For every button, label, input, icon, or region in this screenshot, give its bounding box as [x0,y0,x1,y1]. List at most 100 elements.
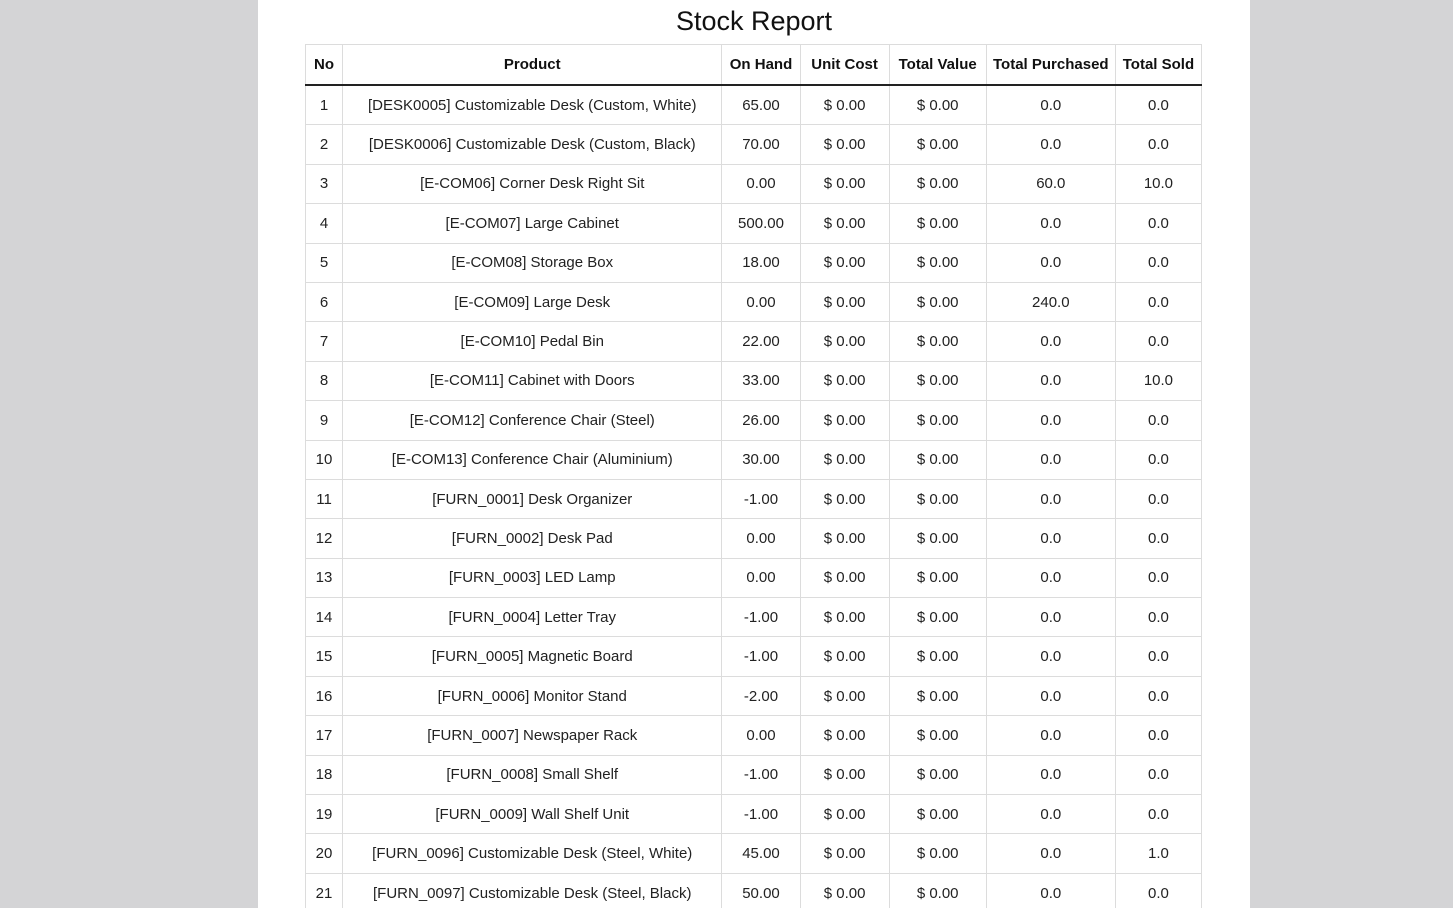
column-header-product: Product [342,44,723,86]
cell-total-purchased: 0.0 [985,872,1116,908]
cell-unit-cost: $ 0.00 [799,675,890,717]
cell-product: [E-COM09] Large Desk [342,281,723,323]
cell-product: [E-COM07] Large Cabinet [342,203,723,244]
cell-unit-cost: $ 0.00 [799,833,890,874]
cell-total-value: $ 0.00 [888,124,987,165]
cell-no: 6 [304,281,344,323]
cell-total-sold: 0.0 [1114,281,1203,323]
cell-total-purchased: 0.0 [985,478,1116,520]
cell-total-purchased: 0.0 [985,321,1116,362]
cell-on-hand: 18.00 [721,242,801,283]
cell-total-value: $ 0.00 [888,715,987,756]
cell-on-hand: -2.00 [721,675,801,717]
cell-on-hand: 22.00 [721,321,801,362]
cell-no: 1 [304,84,344,126]
cell-product: [FURN_0002] Desk Pad [342,518,723,559]
cell-unit-cost: $ 0.00 [799,360,890,402]
cell-total-sold: 0.0 [1114,84,1203,126]
cell-no: 17 [304,715,344,756]
table-row: 3 [E-COM06] Corner Desk Right Sit 0.00 $ 0.… [304,163,1203,205]
cell-total-purchased: 0.0 [985,557,1116,599]
column-header-total-purchased: Total Purchased [985,44,1116,86]
cell-total-sold: 0.0 [1114,557,1203,599]
report-page: Stock Report No Product On Hand Unit Cos… [258,0,1250,908]
cell-no: 16 [304,675,344,717]
cell-total-value: $ 0.00 [888,439,987,480]
column-header-total-value: Total Value [888,44,987,86]
cell-total-purchased: 0.0 [985,242,1116,283]
cell-unit-cost: $ 0.00 [799,715,890,756]
cell-total-sold: 10.0 [1114,163,1203,205]
cell-total-sold: 0.0 [1114,321,1203,362]
table-row: 8 [E-COM11] Cabinet with Doors 33.00 $ 0.00… [304,360,1203,402]
cell-no: 14 [304,597,344,638]
table-row: 14 [FURN_0004] Letter Tray -1.00 $ 0.00 $ 0.… [304,597,1203,638]
cell-total-value: $ 0.00 [888,360,987,402]
cell-product: [E-COM12] Conference Chair (Steel) [342,400,723,441]
cell-unit-cost: $ 0.00 [799,636,890,677]
cell-product: [DESK0006] Customizable Desk (Custom, Bl… [342,124,723,165]
cell-product: [E-COM06] Corner Desk Right Sit [342,163,723,205]
table-row: 4 [E-COM07] Large Cabinet 500.00 $ 0.00 $ 0.… [304,203,1203,244]
cell-on-hand: 33.00 [721,360,801,402]
table-row: 11 [FURN_0001] Desk Organizer -1.00 $ 0.00 $… [304,478,1203,520]
table-header-row: No Product On Hand Unit Cost Total Value… [304,44,1203,86]
cell-no: 4 [304,203,344,244]
cell-total-sold: 0.0 [1114,242,1203,283]
cell-total-value: $ 0.00 [888,833,987,874]
cell-unit-cost: $ 0.00 [799,518,890,559]
cell-on-hand: 0.00 [721,281,801,323]
cell-total-value: $ 0.00 [888,84,987,126]
table-row: 6 [E-COM09] Large Desk 0.00 $ 0.00 $ 0.00 240… [304,281,1203,323]
cell-product: [FURN_0096] Customizable Desk (Steel, Wh… [342,833,723,874]
cell-product: [FURN_0009] Wall Shelf Unit [342,794,723,835]
table-row: 12 [FURN_0002] Desk Pad 0.00 $ 0.00 $ 0.00 0.… [304,518,1203,559]
cell-total-sold: 0.0 [1114,872,1203,908]
cell-product: [E-COM13] Conference Chair (Aluminium) [342,439,723,480]
cell-no: 12 [304,518,344,559]
cell-on-hand: 30.00 [721,439,801,480]
cell-unit-cost: $ 0.00 [799,794,890,835]
cell-no: 7 [304,321,344,362]
cell-no: 5 [304,242,344,283]
cell-product: [FURN_0007] Newspaper Rack [342,715,723,756]
cell-unit-cost: $ 0.00 [799,439,890,480]
cell-unit-cost: $ 0.00 [799,84,890,126]
cell-product: [FURN_0004] Letter Tray [342,597,723,638]
cell-total-purchased: 0.0 [985,754,1116,796]
cell-on-hand: 0.00 [721,557,801,599]
table-row: 19 [FURN_0009] Wall Shelf Unit -1.00 $ 0.00… [304,794,1203,835]
cell-unit-cost: $ 0.00 [799,872,890,908]
column-header-on-hand: On Hand [721,44,801,86]
cell-product: [FURN_0006] Monitor Stand [342,675,723,717]
cell-product: [E-COM08] Storage Box [342,242,723,283]
cell-total-sold: 0.0 [1114,124,1203,165]
cell-product: [FURN_0003] LED Lamp [342,557,723,599]
cell-on-hand: -1.00 [721,597,801,638]
table-row: 21 [FURN_0097] Customizable Desk (Steel, … [304,872,1203,908]
table-row: 7 [E-COM10] Pedal Bin 22.00 $ 0.00 $ 0.00 0.0… [304,321,1203,362]
cell-total-purchased: 0.0 [985,360,1116,402]
stock-report-table: No Product On Hand Unit Cost Total Value… [304,44,1203,908]
cell-total-purchased: 0.0 [985,794,1116,835]
cell-total-sold: 0.0 [1114,518,1203,559]
table-row: 5 [E-COM08] Storage Box 18.00 $ 0.00 $ 0.00 0… [304,242,1203,283]
cell-no: 18 [304,754,344,796]
cell-no: 20 [304,833,344,874]
cell-total-sold: 0.0 [1114,439,1203,480]
cell-no: 3 [304,163,344,205]
cell-total-purchased: 0.0 [985,833,1116,874]
cell-total-value: $ 0.00 [888,281,987,323]
cell-on-hand: 50.00 [721,872,801,908]
cell-unit-cost: $ 0.00 [799,400,890,441]
cell-product: [E-COM11] Cabinet with Doors [342,360,723,402]
cell-unit-cost: $ 0.00 [799,754,890,796]
cell-unit-cost: $ 0.00 [799,597,890,638]
cell-total-sold: 0.0 [1114,754,1203,796]
cell-on-hand: -1.00 [721,794,801,835]
table-row: 20 [FURN_0096] Customizable Desk (Steel, … [304,833,1203,874]
cell-unit-cost: $ 0.00 [799,321,890,362]
cell-total-value: $ 0.00 [888,321,987,362]
cell-no: 2 [304,124,344,165]
table-row: 9 [E-COM12] Conference Chair (Steel) 26.00… [304,400,1203,441]
